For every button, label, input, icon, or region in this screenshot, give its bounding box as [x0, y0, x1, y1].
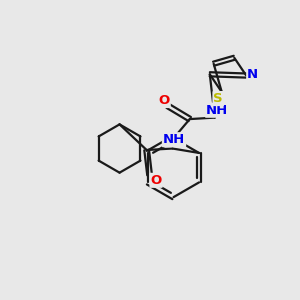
Text: O: O — [158, 94, 170, 107]
Text: NH: NH — [206, 104, 228, 117]
Text: N: N — [247, 68, 258, 81]
Text: NH: NH — [163, 133, 185, 146]
Text: S: S — [213, 92, 223, 105]
Text: O: O — [150, 174, 162, 187]
